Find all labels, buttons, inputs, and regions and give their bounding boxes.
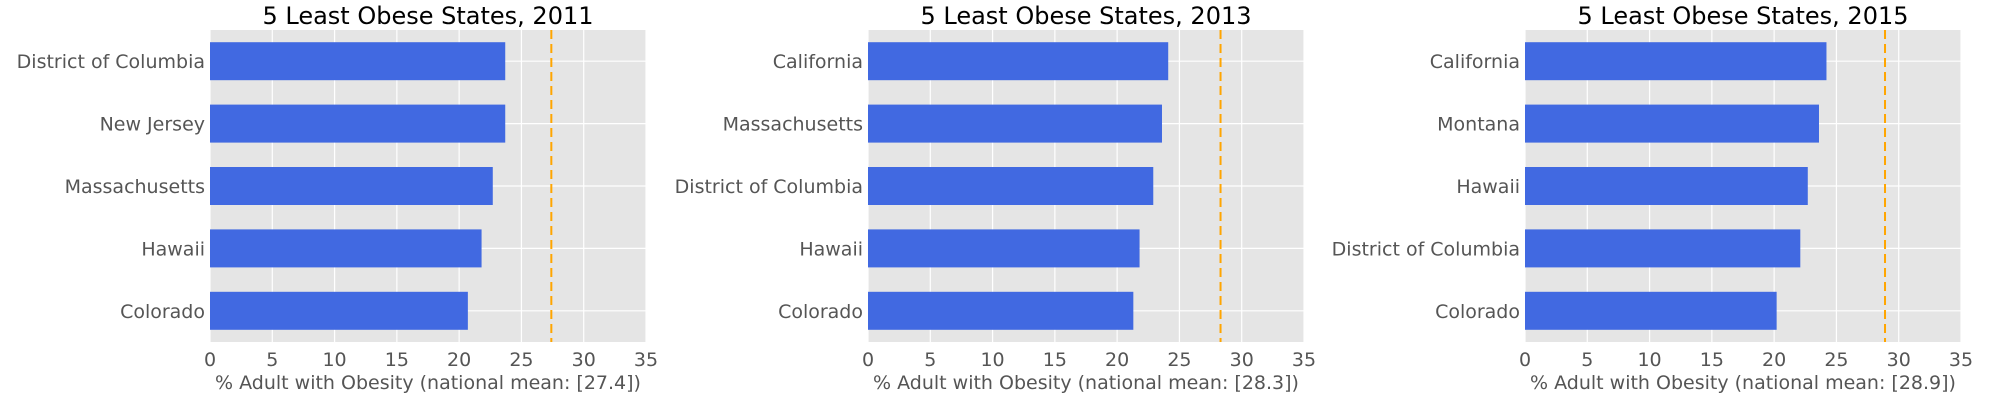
bar <box>868 167 1154 205</box>
x-tick-label: 20 <box>447 349 471 371</box>
x-tick-label: 15 <box>1043 349 1067 371</box>
x-tick-label: 35 <box>1949 349 1973 371</box>
y-tick-label: District of Columbia <box>675 176 863 198</box>
x-tick-label: 0 <box>204 349 216 371</box>
x-tick-label: 15 <box>1700 349 1724 371</box>
x-tick-label: 0 <box>1519 349 1531 371</box>
x-tick-label: 25 <box>509 349 533 371</box>
x-tick-label: 25 <box>1824 349 1848 371</box>
x-tick-label: 20 <box>1105 349 1129 371</box>
bar <box>210 167 493 205</box>
x-axis-label: % Adult with Obesity (national mean: [28… <box>873 372 1299 394</box>
x-tick-label: 10 <box>980 349 1004 371</box>
bar <box>210 42 506 81</box>
y-tick-label: Colorado <box>120 301 205 323</box>
bar <box>210 291 468 330</box>
x-tick-label: 30 <box>1887 349 1911 371</box>
y-tick-label: New Jersey <box>100 114 205 136</box>
x-tick-label: 20 <box>1762 349 1786 371</box>
y-tick-label: Colorado <box>1435 301 1520 323</box>
y-tick-label: Massachusetts <box>65 176 205 198</box>
y-tick-label: Hawaii <box>141 238 205 260</box>
y-tick-label: Massachusetts <box>723 114 863 136</box>
x-tick-label: 15 <box>385 349 409 371</box>
x-tick-label: 0 <box>862 349 874 371</box>
y-tick-label: Colorado <box>778 301 863 323</box>
x-tick-label: 5 <box>1581 349 1593 371</box>
x-tick-label: 35 <box>634 349 658 371</box>
bar <box>1525 42 1827 81</box>
chart-title: 5 Least Obese States, 2013 <box>920 2 1251 30</box>
y-tick-label: Montana <box>1437 114 1520 136</box>
x-tick-label: 5 <box>924 349 936 371</box>
y-tick-label: California <box>773 51 863 73</box>
bar <box>868 291 1134 330</box>
y-tick-label: District of Columbia <box>1332 238 1520 260</box>
x-tick-label: 35 <box>1292 349 1316 371</box>
y-tick-label: Hawaii <box>799 238 863 260</box>
x-tick-label: 10 <box>322 349 346 371</box>
bar <box>1525 104 1819 143</box>
bar <box>1525 291 1777 330</box>
x-tick-label: 30 <box>572 349 596 371</box>
chart-panel: 0 5 10 15 20 25 30 35 California Montana Hawaii Dis… <box>1332 2 1973 394</box>
x-axis-label: % Adult with Obesity (national mean: [28… <box>1530 372 1956 394</box>
bar <box>868 104 1162 143</box>
x-tick-label: 25 <box>1167 349 1191 371</box>
x-axis-label: % Adult with Obesity (national mean: [27… <box>215 372 641 394</box>
y-tick-label: Hawaii <box>1456 176 1520 198</box>
x-tick-label: 10 <box>1637 349 1661 371</box>
x-tick-label: 5 <box>266 349 278 371</box>
bar <box>1525 229 1801 268</box>
chart-panel: 0 5 10 15 20 25 30 35 District of Columbia New Je… <box>17 2 658 394</box>
chart-panel: 0 5 10 15 20 25 30 35 California Massachusetts Dis… <box>675 2 1316 394</box>
bar <box>868 229 1140 268</box>
chart-title: 5 Least Obese States, 2011 <box>262 2 593 30</box>
bar <box>210 104 506 143</box>
bar <box>868 42 1169 81</box>
chart-title: 5 Least Obese States, 2015 <box>1577 2 1908 30</box>
y-tick-label: California <box>1430 51 1520 73</box>
bar <box>210 229 482 268</box>
bar <box>1525 167 1808 205</box>
y-tick-label: District of Columbia <box>17 51 205 73</box>
x-tick-label: 30 <box>1230 349 1254 371</box>
